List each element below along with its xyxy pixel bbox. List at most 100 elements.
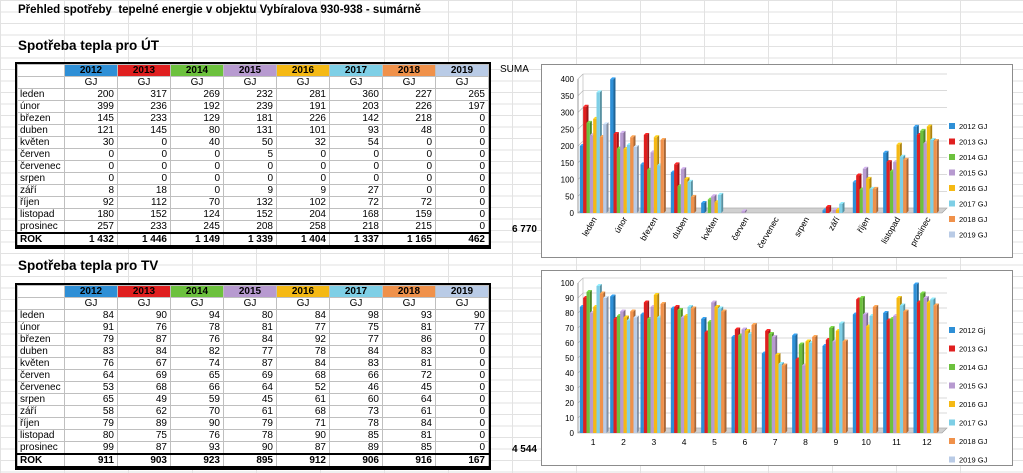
corner-cell — [17, 64, 65, 77]
bar-side — [704, 200, 707, 213]
value-cell: 90 — [435, 309, 489, 322]
value-cell: 236 — [117, 100, 171, 113]
value-cell: 0 — [435, 417, 489, 430]
value-cell: 0 — [435, 429, 489, 442]
bar — [923, 143, 927, 213]
bar — [832, 209, 836, 213]
unit-cell: GJ — [382, 76, 436, 89]
bar — [640, 164, 644, 213]
year-header-2018: 2018 — [382, 285, 436, 298]
bar-top — [741, 209, 747, 212]
bar — [647, 169, 651, 213]
bar — [657, 165, 661, 213]
bar — [690, 196, 695, 213]
value-cell: 9 — [223, 184, 277, 197]
bar — [808, 343, 813, 433]
value-cell: 85 — [382, 441, 436, 455]
value-cell: 84 — [382, 417, 436, 430]
value-cell: 60 — [329, 393, 383, 406]
bar-top — [701, 317, 707, 319]
value-cell: 203 — [329, 100, 383, 113]
month-label: prosinec — [17, 441, 65, 455]
value-cell: 90 — [170, 417, 224, 430]
value-cell: 112 — [117, 196, 171, 209]
gridline — [577, 90, 584, 96]
bar-top — [660, 137, 666, 140]
bar — [893, 162, 897, 213]
total-cell: 1 149 — [170, 232, 224, 247]
value-cell: 83 — [382, 345, 436, 358]
bar-top — [674, 305, 680, 307]
bar — [650, 307, 654, 433]
unit-cell: GJ — [117, 76, 171, 89]
unit-row: GJ GJ GJ GJ GJ GJ GJ GJ — [17, 76, 489, 89]
y-tick-label: 150 — [561, 159, 575, 168]
value-cell: 66 — [329, 369, 383, 382]
year-header-2015: 2015 — [223, 64, 277, 77]
bar — [903, 159, 907, 213]
value-cell: 145 — [117, 124, 171, 137]
bar-side — [876, 186, 879, 213]
total-cell: 912 — [276, 453, 330, 468]
legend-label: 2017 GJ — [959, 419, 988, 428]
legend-swatch — [949, 138, 955, 145]
bar-top — [633, 145, 639, 148]
value-cell: 83 — [64, 345, 118, 358]
value-cell: 98 — [329, 309, 383, 322]
value-cell: 0 — [435, 124, 489, 137]
bar-top — [711, 300, 717, 303]
bar — [926, 302, 931, 433]
year-header-2014: 2014 — [170, 285, 224, 298]
value-cell: 84 — [276, 357, 330, 370]
month-label: červen — [17, 148, 65, 161]
bar-top — [660, 302, 666, 304]
value-cell: 77 — [223, 345, 277, 358]
bar — [599, 293, 604, 433]
bar-side — [754, 323, 757, 433]
gridline — [577, 140, 584, 147]
month-label: leden — [17, 88, 65, 101]
value-cell: 90 — [276, 429, 330, 442]
total-cell: 906 — [329, 453, 383, 468]
year-header-2019: 2019 — [435, 64, 489, 77]
x-tick-label: 9 — [833, 437, 838, 447]
year-header-row: 2012 2013 2014 2015 2016 2017 2018 2019 — [17, 285, 489, 298]
value-cell: 80 — [170, 124, 224, 137]
value-cell: 0 — [435, 208, 489, 221]
value-cell: 70 — [170, 196, 224, 209]
x-tick-label: červen — [729, 215, 751, 242]
bar — [795, 359, 799, 433]
legend-swatch — [949, 216, 955, 222]
unit-corner — [17, 297, 65, 310]
value-cell: 0 — [117, 160, 171, 173]
legend-label: 2016 GJ — [959, 400, 988, 409]
bar-top — [596, 284, 602, 286]
value-cell: 52 — [276, 381, 330, 394]
y-tick-label: 70 — [565, 324, 574, 333]
bar — [620, 132, 624, 213]
unit-cell: GJ — [276, 76, 330, 89]
bar — [916, 134, 921, 213]
table-row: leden 200 317 269 232 281 360 227 265 — [17, 88, 489, 101]
x-tick-label: říjen — [855, 215, 872, 235]
month-label: říjen — [17, 417, 65, 430]
bar-top — [775, 353, 781, 355]
value-cell: 0 — [435, 405, 489, 418]
total-cell: 1 339 — [223, 232, 277, 247]
bar — [704, 332, 708, 433]
unit-cell: GJ — [435, 297, 489, 310]
bar-side — [606, 122, 609, 213]
bar-top — [680, 167, 687, 170]
bar — [690, 308, 695, 433]
bar-top — [926, 124, 933, 127]
bar — [586, 292, 590, 433]
table-row: březen 145 233 129 181 226 142 218 0 — [17, 112, 489, 125]
bar-top — [832, 207, 838, 210]
y-tick-label: 80 — [565, 309, 574, 318]
year-header-2017: 2017 — [329, 64, 383, 77]
bar-top — [866, 176, 872, 179]
x-tick-label: duben — [669, 215, 690, 241]
total-cell: 911 — [64, 453, 118, 468]
value-cell: 0 — [64, 160, 118, 173]
bar — [781, 365, 786, 433]
